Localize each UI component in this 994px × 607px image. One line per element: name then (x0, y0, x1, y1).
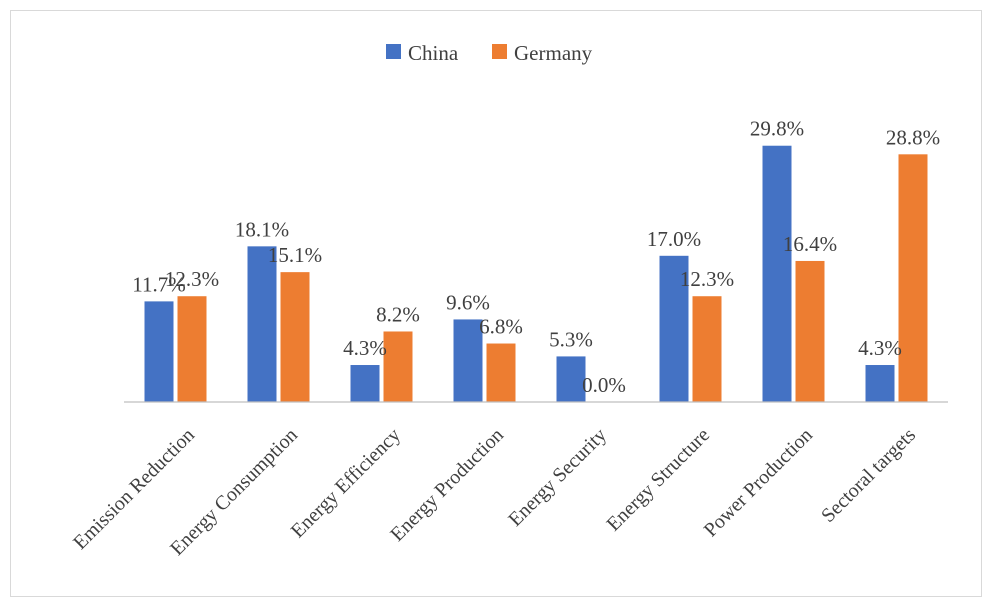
bar-china-1 (247, 246, 277, 402)
category-label-3: Energy Production (386, 424, 508, 546)
bar-germany-5 (692, 296, 722, 402)
bar-germany-7 (898, 154, 928, 402)
bar-china-2 (350, 365, 380, 402)
category-label-4: Energy Security (504, 424, 611, 531)
legend-label-china: China (408, 41, 459, 65)
data-label-china-2: 4.3% (343, 336, 387, 360)
bar-china-5 (659, 255, 689, 402)
bars-group (144, 145, 928, 402)
category-label-7: Sectoral targets (817, 424, 920, 527)
data-label-china-7: 4.3% (858, 336, 902, 360)
bar-china-6 (762, 145, 792, 402)
data-label-germany-2: 8.2% (376, 302, 420, 326)
data-label-china-5: 17.0% (647, 227, 701, 251)
bar-china-3 (453, 319, 483, 402)
data-label-germany-7: 28.8% (886, 125, 940, 149)
bar-germany-1 (280, 272, 310, 402)
data-label-china-4: 5.3% (549, 327, 593, 351)
bar-china-7 (865, 365, 895, 402)
data-label-germany-5: 12.3% (680, 267, 734, 291)
data-label-china-0: 11.7% (132, 272, 185, 296)
bar-china-4 (556, 356, 586, 402)
data-label-china-3: 9.6% (446, 290, 490, 314)
legend: China Germany (386, 41, 593, 65)
data-label-germany-6: 16.4% (783, 232, 837, 256)
bar-germany-0 (177, 296, 207, 402)
data-label-germany-4: 0.0% (582, 373, 626, 397)
bar-germany-2 (383, 331, 413, 402)
data-labels-group: 11.7%12.3%18.1%15.1%4.3%8.2%9.6%6.8%5.3%… (132, 117, 940, 397)
legend-swatch-germany (492, 44, 507, 59)
data-label-china-6: 29.8% (750, 117, 804, 141)
data-label-germany-3: 6.8% (479, 315, 523, 339)
category-label-5: Energy Structure (603, 424, 715, 536)
data-label-germany-1: 15.1% (268, 243, 322, 267)
bar-germany-3 (486, 343, 516, 402)
bar-germany-6 (795, 260, 825, 402)
category-label-6: Power Production (700, 424, 817, 541)
bar-china-0 (144, 301, 174, 402)
category-label-2: Energy Efficiency (287, 424, 405, 542)
legend-swatch-china (386, 44, 401, 59)
data-label-germany-0: 12.3% (165, 267, 219, 291)
data-label-china-1: 18.1% (235, 217, 289, 241)
legend-label-germany: Germany (514, 41, 593, 65)
